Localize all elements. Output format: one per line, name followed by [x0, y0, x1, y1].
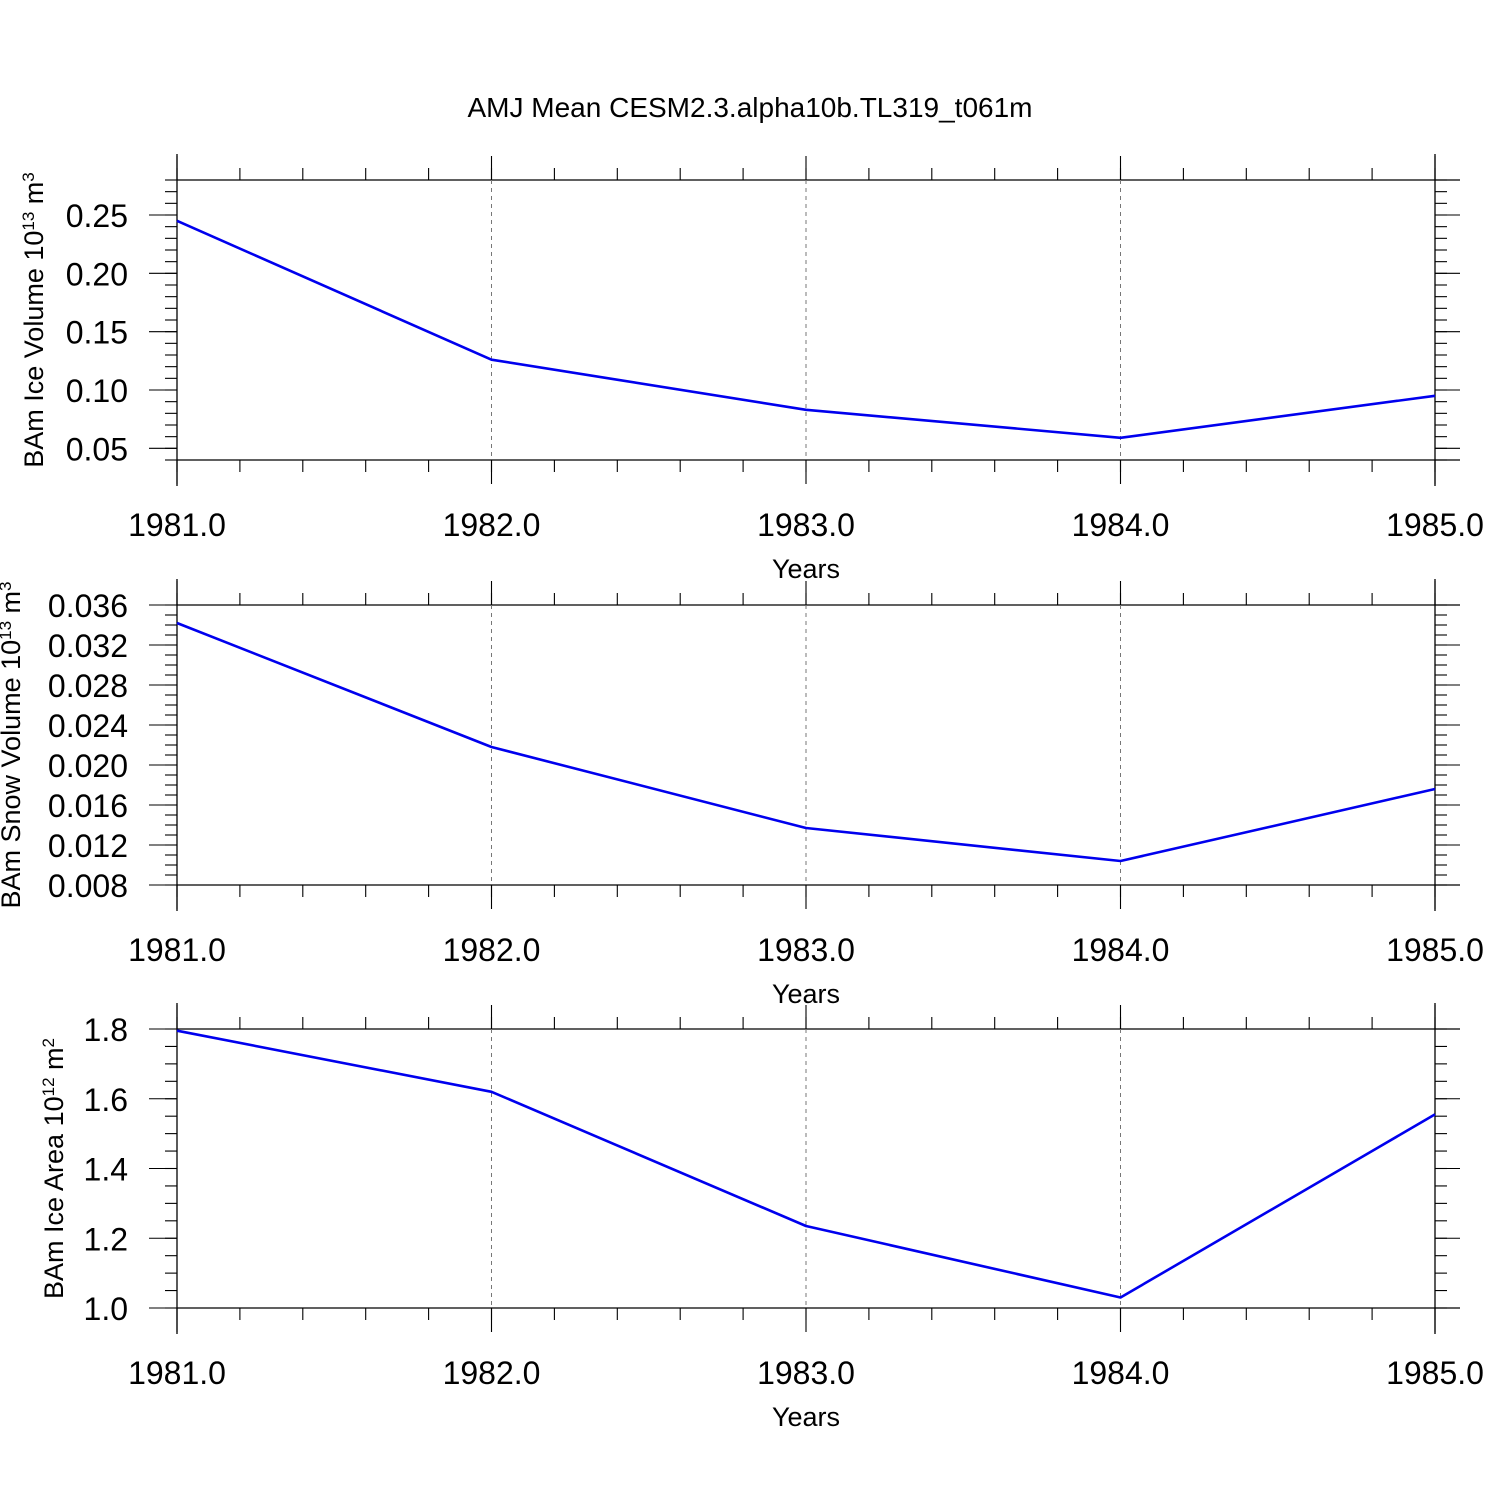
y-axis-title-exponent: 13 [0, 621, 15, 640]
y-tick-label: 0.008 [48, 868, 128, 904]
series-line-1 [176, 621, 1436, 863]
figure-title: AMJ Mean CESM2.3.alpha10b.TL319_t061m [468, 92, 1033, 123]
x-tick-label: 1985.0 [1386, 932, 1484, 968]
chart-panels: 1981.0 1982.0 1983.0 1984.0 1985.0 0.05 0.10 0.… [0, 154, 1484, 1432]
x-tick-label: 1983.0 [757, 507, 855, 543]
y-axis-title: BAm Ice Volume 1013 m3 [19, 172, 49, 468]
y-axis-title-unit-exponent: 3 [0, 581, 15, 590]
y-axis-title-unit-exponent: 3 [19, 172, 38, 181]
x-tick-label: 1981.0 [128, 932, 226, 968]
y-tick-label: 0.024 [48, 708, 128, 744]
x-tick-label: 1981.0 [128, 507, 226, 543]
x-tick-label: 1985.0 [1386, 1355, 1484, 1391]
x-tick-label: 1983.0 [757, 932, 855, 968]
y-tick-label: 0.012 [48, 828, 128, 864]
x-tick-label: 1983.0 [757, 1355, 855, 1391]
y-axis-title-unit: m [39, 1047, 69, 1077]
y-tick-label: 0.10 [66, 373, 128, 409]
x-axis-title: Years [772, 554, 840, 584]
y-axis-title: BAm Ice Area 1012 m2 [39, 1038, 69, 1299]
y-tick-label: 0.05 [66, 431, 128, 467]
series-line-1 [176, 219, 1436, 440]
y-tick-label: 1.6 [84, 1082, 128, 1118]
y-tick-label: 0.25 [66, 198, 128, 234]
x-tick-label: 1985.0 [1386, 507, 1484, 543]
y-axis-title-text: BAm Ice Volume 10 [19, 231, 49, 468]
y-axis-title-unit: m [0, 591, 26, 621]
x-tick-label: 1984.0 [1072, 932, 1170, 968]
y-tick-label: 0.20 [66, 256, 128, 292]
y-axis-title-unit: m [19, 182, 49, 212]
y-tick-label: 1.8 [84, 1012, 128, 1048]
chart-panel-1: 1981.0 1982.0 1983.0 1984.0 1985.0 0.05 0.10 0.… [19, 154, 1484, 584]
y-tick-label: 1.4 [84, 1152, 128, 1188]
y-tick-label: 0.036 [48, 588, 128, 624]
y-tick-label: 0.020 [48, 748, 128, 784]
x-tick-label: 1984.0 [1072, 1355, 1170, 1391]
y-tick-label: 1.2 [84, 1221, 128, 1257]
chart-panel-3: 1981.0 1982.0 1983.0 1984.0 1985.0 1.0 1.2 1.4 1… [39, 1003, 1484, 1432]
y-tick-label: 0.032 [48, 628, 128, 664]
x-tick-label: 1984.0 [1072, 507, 1170, 543]
x-tick-label: 1982.0 [443, 507, 541, 543]
x-tick-label: 1982.0 [443, 1355, 541, 1391]
y-tick-label: 0.15 [66, 315, 128, 351]
y-tick-label: 0.016 [48, 788, 128, 824]
x-tick-label: 1982.0 [443, 932, 541, 968]
chart-panel-2: 1981.0 1982.0 1983.0 1984.0 1985.0 0.008 0.012… [0, 579, 1484, 1009]
y-axis-title-exponent: 12 [39, 1077, 58, 1096]
x-axis-title: Years [772, 979, 840, 1009]
x-axis-title: Years [772, 1402, 840, 1432]
y-axis-title-unit-exponent: 2 [39, 1038, 58, 1047]
y-tick-label: 1.0 [84, 1291, 128, 1327]
y-axis-title-text: BAm Snow Volume 10 [0, 640, 26, 909]
y-axis-title-text: BAm Ice Area 10 [39, 1096, 69, 1299]
x-tick-label: 1981.0 [128, 1355, 226, 1391]
y-tick-label: 0.028 [48, 668, 128, 704]
series-line-1 [176, 1029, 1436, 1299]
y-axis-title-exponent: 13 [19, 212, 38, 231]
y-axis-title: BAm Snow Volume 1013 m3 [0, 581, 26, 908]
